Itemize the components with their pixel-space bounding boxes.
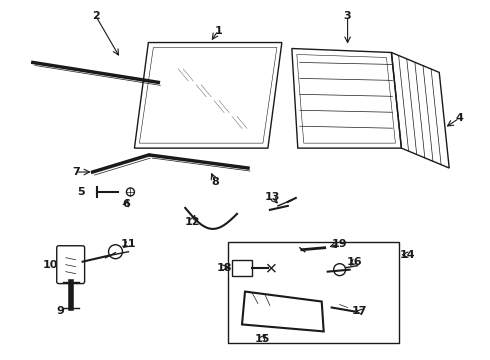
Text: 16: 16	[347, 257, 363, 267]
Bar	[232, 260, 252, 276]
Text: 6: 6	[122, 199, 130, 209]
Text: 3: 3	[344, 11, 351, 21]
Text: 18: 18	[216, 263, 232, 273]
Text: 17: 17	[352, 306, 368, 316]
Text: 5: 5	[77, 187, 84, 197]
Text: 11: 11	[121, 239, 136, 249]
Text: 2: 2	[92, 11, 99, 21]
Text: 13: 13	[264, 192, 280, 202]
Text: 4: 4	[455, 113, 463, 123]
Text: 1: 1	[214, 26, 222, 36]
Text: 14: 14	[399, 250, 415, 260]
Text: 15: 15	[254, 334, 270, 345]
Text: 19: 19	[332, 239, 347, 249]
Text: 8: 8	[211, 177, 219, 187]
Text: 9: 9	[57, 306, 65, 316]
Text: 12: 12	[184, 217, 200, 227]
Text: 7: 7	[72, 167, 79, 177]
Text: 10: 10	[43, 260, 58, 270]
Bar	[228, 242, 399, 343]
